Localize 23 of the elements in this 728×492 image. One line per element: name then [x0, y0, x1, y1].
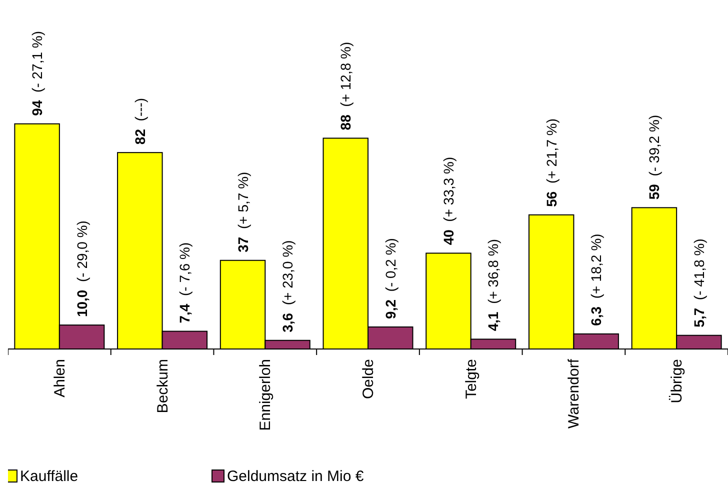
data-label: 88 (+ 12,8 %): [338, 42, 354, 130]
legend-label: Kauffälle: [20, 468, 78, 485]
x-tick-label: Telgte: [462, 359, 480, 400]
data-label: 3,6 (+ 23,0 %): [280, 240, 296, 332]
data-label: 6,3 (+ 18,2 %): [588, 234, 604, 326]
data-label: 82 (---): [132, 98, 148, 145]
x-tick-label: Oelde: [360, 359, 377, 400]
data-label: 4,1 (+ 36,8 %): [485, 238, 502, 332]
data-label: 59 (- 39,2 %): [646, 114, 662, 200]
x-tick-label: Ennigerloh: [257, 359, 274, 431]
data-label: 40 (+ 33,3 %): [440, 156, 456, 246]
data-label: 37 (+ 5,7 %): [234, 172, 251, 252]
legend-label: Geldumsatz in Mio €: [227, 468, 364, 485]
data-label: 56 (+ 21,7 %): [543, 118, 560, 207]
x-tick-label: Warendorf: [566, 358, 583, 428]
x-tick-label: Beckum: [154, 359, 172, 414]
data-label: 9,2 (- 0,2 %): [382, 238, 398, 319]
data-label: 7,4 (- 7,6 %): [176, 242, 193, 324]
data-label: 5,7 (- 41,8 %): [690, 238, 707, 328]
data-label: 94 (- 27,1 %): [29, 31, 46, 116]
data-label: 10,0 (- 29,0 %): [74, 220, 90, 318]
x-tick-label: Ahlen: [51, 359, 68, 398]
x-tick-label: Übrige: [668, 359, 686, 404]
